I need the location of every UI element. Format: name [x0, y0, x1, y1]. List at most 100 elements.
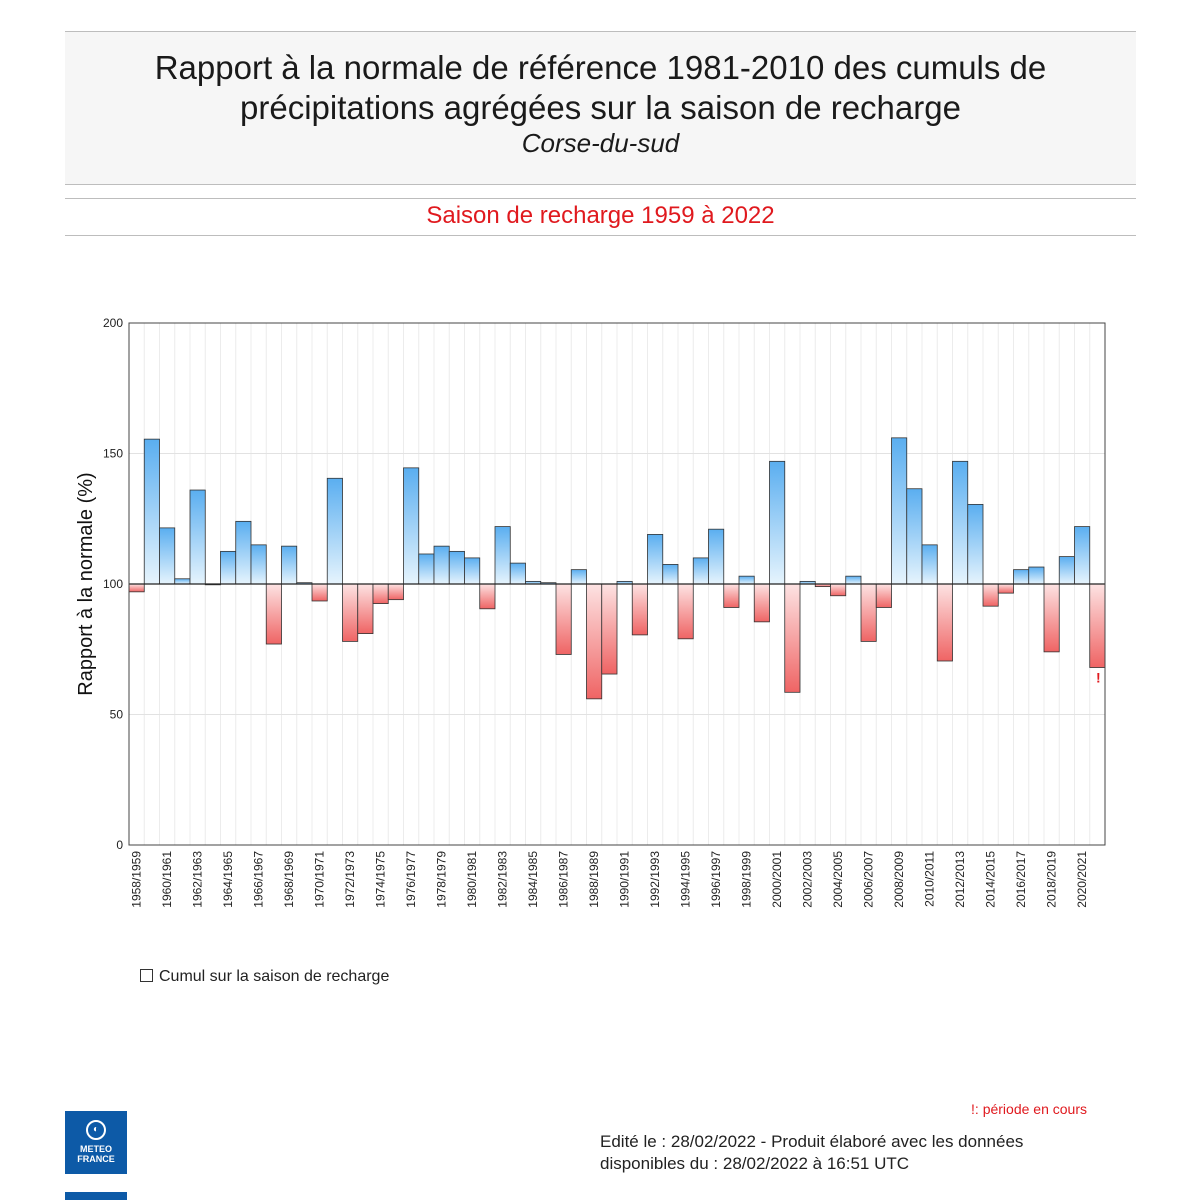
bar-1962/1963 — [189, 489, 206, 585]
bar-2021/2022 — [1089, 583, 1106, 668]
bar-1994/1995 — [677, 583, 694, 640]
bar-1992/1993 — [647, 534, 664, 585]
x-tick-label: 1992/1993 — [648, 851, 662, 908]
bar-2001/2002 — [784, 583, 801, 693]
legend-label: Cumul sur la saison de recharge — [159, 968, 390, 985]
x-tick-label: 1968/1969 — [282, 851, 296, 908]
title-line-1: Rapport à la normale de référence 1981-2… — [154, 49, 1047, 86]
x-tick-label: 2006/2007 — [862, 851, 876, 908]
bar-1970/1971 — [311, 583, 328, 602]
bar-1972/1973 — [342, 583, 359, 642]
x-tick-label: 2002/2003 — [801, 851, 815, 908]
title-line-2: précipitations agrégées sur la saison de… — [240, 89, 961, 126]
bar-2018/2019 — [1043, 583, 1060, 653]
bar-1981/1982 — [479, 583, 496, 610]
x-tick-label: 2000/2001 — [770, 851, 784, 908]
x-tick-label: 1966/1967 — [252, 851, 266, 908]
x-tick-label: 1962/1963 — [191, 851, 205, 908]
bar-1986/1987 — [555, 583, 572, 655]
x-tick-label: 2014/2015 — [984, 851, 998, 908]
season-label: Saison de recharge 1959 à 2022 — [426, 202, 775, 229]
legend: Cumul sur la saison de recharge — [140, 968, 389, 986]
in-progress-marker: ! — [1096, 670, 1101, 686]
bar-1988/1989 — [586, 583, 603, 700]
x-tick-label: 1972/1973 — [343, 851, 357, 908]
logo-line-2: FRANCE — [77, 1154, 115, 1164]
x-tick-label: 1986/1987 — [557, 851, 571, 908]
bar-2010/2011 — [921, 544, 938, 585]
x-tick-label: 1978/1979 — [435, 851, 449, 908]
bar-2019/2020 — [1058, 556, 1075, 585]
season-panel: Saison de recharge 1959 à 2022 — [65, 198, 1136, 236]
bar-1997/1998 — [723, 583, 740, 608]
in-progress-note: !: période en cours — [971, 1101, 1087, 1117]
bar-1979/1980 — [448, 550, 465, 585]
y-axis-label: Rapport à la normale (%) — [75, 472, 97, 695]
x-tick-label: 1980/1981 — [465, 851, 479, 908]
bar-1983/1984 — [509, 562, 526, 585]
region-subtitle: Corse-du-sud — [521, 128, 680, 158]
x-tick-label: 1984/1985 — [526, 851, 540, 908]
bar-1967/1968 — [265, 583, 282, 645]
bar-1978/1979 — [433, 545, 450, 585]
bar-1999/2000 — [753, 583, 770, 623]
bar-1975/1976 — [387, 583, 404, 601]
bar-1987/1988 — [570, 569, 587, 585]
bar-2008/2009 — [891, 437, 908, 585]
bar-1977/1978 — [418, 553, 435, 585]
bar-1982/1983 — [494, 526, 511, 585]
bar-1995/1996 — [692, 557, 709, 585]
secondary-logo — [65, 1192, 127, 1200]
bar-1959/1960 — [143, 438, 160, 585]
x-tick-label: 2018/2019 — [1045, 851, 1059, 908]
edition-line-1: Edité le : 28/02/2022 - Produit élaboré … — [600, 1132, 1024, 1151]
y-tick-label: 150 — [103, 447, 123, 461]
y-tick-label: 50 — [110, 708, 124, 722]
legend-swatch — [140, 969, 153, 982]
x-tick-label: 2010/2011 — [923, 851, 937, 907]
bar-1974/1975 — [372, 583, 389, 604]
x-tick-label: 1958/1959 — [130, 851, 144, 908]
bar-1960/1961 — [159, 527, 176, 585]
header-panel: Rapport à la normale de référence 1981-2… — [65, 31, 1136, 185]
bar-1964/1965 — [220, 550, 237, 585]
x-tick-label: 1998/1999 — [740, 851, 754, 908]
y-tick-label: 0 — [116, 838, 123, 852]
bar-2020/2021 — [1074, 526, 1091, 585]
bar-1973/1974 — [357, 583, 374, 634]
bar-1993/1994 — [662, 564, 679, 585]
bar-1996/1997 — [708, 528, 725, 585]
bar-2009/2010 — [906, 488, 923, 585]
x-tick-label: 2020/2021 — [1075, 851, 1089, 908]
x-tick-label: 1988/1989 — [587, 851, 601, 908]
bar-1980/1981 — [464, 557, 481, 585]
edition-line-2: disponibles du : 28/02/2022 à 16:51 UTC — [600, 1154, 910, 1173]
y-tick-label: 100 — [103, 577, 123, 591]
bar-2000/2001 — [769, 460, 786, 585]
page-title: Rapport à la normale de référence 1981-2… — [65, 48, 1136, 128]
meteo-france-logo: ◐ METEO FRANCE — [65, 1111, 127, 1174]
x-tick-label: 2004/2005 — [831, 851, 845, 908]
bar-1958/1959 — [128, 583, 145, 593]
bar-2012/2013 — [952, 460, 969, 585]
x-tick-label: 2012/2013 — [953, 851, 967, 908]
x-tick-label: 1964/1965 — [221, 851, 235, 908]
x-tick-label: 1960/1961 — [160, 851, 174, 908]
x-tick-label: 2008/2009 — [892, 851, 906, 908]
logo-line-1: METEO — [79, 1144, 112, 1154]
bar-2016/2017 — [1013, 569, 1030, 585]
bar-1991/1992 — [631, 583, 648, 636]
bar-2004/2005 — [830, 583, 847, 597]
bar-2014/2015 — [982, 583, 999, 607]
bar-2005/2006 — [845, 575, 862, 585]
bar-1976/1977 — [403, 467, 420, 585]
x-tick-label: 1994/1995 — [679, 851, 693, 908]
x-tick-label: 1990/1991 — [618, 851, 632, 908]
x-tick-label: 1974/1975 — [374, 851, 388, 908]
bar-2006/2007 — [860, 583, 877, 642]
x-tick-label: 1996/1997 — [709, 851, 723, 908]
x-tick-label: 2016/2017 — [1014, 851, 1028, 908]
bar-2015/2016 — [997, 583, 1014, 594]
edition-info: Edité le : 28/02/2022 - Produit élaboré … — [600, 1131, 1120, 1175]
y-tick-label: 200 — [103, 316, 123, 330]
